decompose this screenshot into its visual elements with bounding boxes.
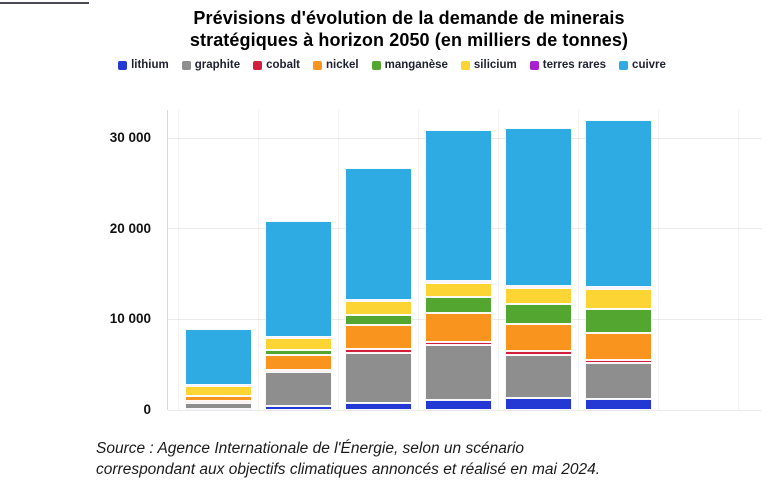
vertical-gridline	[658, 110, 659, 410]
legend-item-cuivre: cuivre	[619, 59, 666, 71]
chart-title: Prévisions d'évolution de la demande de …	[44, 7, 774, 51]
bar-segment-lithium-2035	[345, 402, 412, 410]
vertical-gridline	[498, 110, 499, 410]
legend-item-lithium: lithium	[118, 59, 169, 71]
bar-segment-terres-rares-2050	[585, 286, 652, 289]
y-axis-line	[167, 110, 168, 410]
legend-swatch-cobalt	[253, 60, 263, 70]
bar-segment-silicium-2035	[345, 301, 412, 315]
bar-2040	[425, 110, 492, 410]
bar-2023	[185, 110, 252, 410]
bar-segment-manganese-2035	[345, 314, 412, 325]
horizontal-gridline-0	[168, 409, 762, 411]
bar-2035	[345, 110, 412, 410]
bar-segment-cobalt-2050	[585, 360, 652, 364]
legend-item-cobalt: cobalt	[253, 59, 300, 71]
bar-segment-graphite-2030	[265, 372, 332, 406]
chart-title-line1: Prévisions d'évolution de la demande de …	[193, 8, 625, 28]
vertical-gridline	[738, 110, 739, 410]
legend-item-manganese: manganèse	[371, 59, 448, 71]
legend-label-lithium: lithium	[131, 59, 169, 71]
bar-segment-cobalt-2040	[425, 341, 492, 346]
bar-segment-manganese-2030	[265, 350, 332, 356]
legend-label-cobalt: cobalt	[266, 59, 301, 71]
bar-2030	[265, 110, 332, 410]
bar-2050	[585, 110, 652, 410]
vertical-gridline	[578, 110, 579, 410]
source-note: Source : Agence Internationale de l'Éner…	[96, 438, 600, 480]
y-tick-label-0: 0	[143, 402, 151, 417]
bar-segment-silicium-2030	[265, 337, 332, 351]
bar-segment-terres-rares-2045	[505, 285, 572, 288]
y-tick-label-10000: 10 000	[109, 311, 151, 327]
bar-segment-terres-rares-2040	[425, 281, 492, 284]
bar-segment-graphite-2050	[585, 363, 652, 399]
bar-segment-cuivre-2030	[265, 221, 332, 338]
bar-segment-graphite-2040	[425, 345, 492, 400]
bar-segment-cuivre-2045	[505, 128, 572, 286]
legend-swatch-manganese	[371, 60, 381, 70]
bar-segment-cobalt-2045	[505, 351, 572, 355]
bar-segment-silicium-2050	[585, 288, 652, 310]
bar-segment-cobalt-2023	[185, 400, 252, 403]
legend-label-graphite: graphite	[194, 59, 241, 71]
bar-segment-cobalt-2030	[265, 369, 332, 373]
y-tick-label-30000: 30 000	[109, 130, 151, 145]
bar-segment-graphite-2035	[345, 352, 412, 403]
bar-2045	[505, 110, 572, 410]
bar-segment-lithium-2045	[505, 398, 572, 410]
bar-segment-nickel-2035	[345, 324, 412, 350]
legend-label-nickel: nickel	[326, 59, 359, 71]
bar-segment-graphite-2023	[185, 402, 252, 410]
legend-swatch-lithium	[118, 60, 128, 70]
bar-segment-nickel-2040	[425, 313, 492, 342]
bar-segment-cuivre-2023	[185, 328, 252, 385]
vertical-gridline	[178, 110, 179, 410]
legend-label-silicium: silicium	[473, 59, 517, 71]
legend-item-graphite: graphite	[181, 59, 241, 71]
legend-swatch-cuivre	[619, 60, 629, 70]
bar-segment-graphite-2045	[505, 354, 572, 399]
legend-label-terres-rares: terres rares	[542, 59, 607, 71]
vertical-gridline	[258, 110, 259, 410]
bar-segment-manganese-2045	[505, 304, 572, 324]
legend-item-terres-rares: terres rares	[529, 59, 607, 71]
bar-segment-cuivre-2035	[345, 167, 412, 300]
bar-segment-nickel-2030	[265, 355, 332, 370]
source-line2: correspondant aux objectifs climatiques …	[96, 461, 601, 478]
bar-segment-cobalt-2035	[345, 349, 412, 353]
bar-segment-manganese-2050	[585, 309, 652, 333]
bar-segment-cuivre-2040	[425, 129, 492, 282]
legend-swatch-silicium	[460, 60, 470, 70]
legend-swatch-nickel	[313, 60, 323, 70]
legend-item-silicium: silicium	[460, 59, 517, 71]
legend-swatch-graphite	[181, 60, 191, 70]
legend-label-cuivre: cuivre	[632, 59, 666, 71]
source-line1: Source : Agence Internationale de l'Éner…	[96, 440, 525, 457]
bar-segment-lithium-2030	[265, 405, 332, 410]
legend-swatch-terres-rares	[529, 60, 539, 70]
bar-segment-nickel-2023	[185, 396, 252, 401]
bar-segment-lithium-2040	[425, 399, 492, 410]
chart-title-line2: stratégiques à horizon 2050 (en milliers…	[189, 30, 629, 50]
vertical-gridline	[418, 110, 419, 410]
bar-segment-nickel-2050	[585, 332, 652, 361]
legend-label-manganese: manganèse	[384, 59, 448, 71]
vertical-gridline	[338, 110, 339, 410]
bar-segment-silicium-2023	[185, 385, 252, 396]
bar-segment-silicium-2045	[505, 287, 572, 305]
bar-segment-lithium-2050	[585, 398, 652, 410]
bar-segment-cuivre-2050	[585, 119, 652, 287]
bar-segment-manganese-2040	[425, 296, 492, 314]
top-left-artifact-line	[0, 2, 89, 4]
legend-item-nickel: nickel	[313, 59, 359, 71]
y-tick-label-20000: 20 000	[109, 220, 151, 236]
chart-legend: lithium graphite cobalt nickel manganèse sili…	[10, 55, 774, 75]
bar-segment-nickel-2045	[505, 323, 572, 352]
bar-segment-silicium-2040	[425, 283, 492, 297]
